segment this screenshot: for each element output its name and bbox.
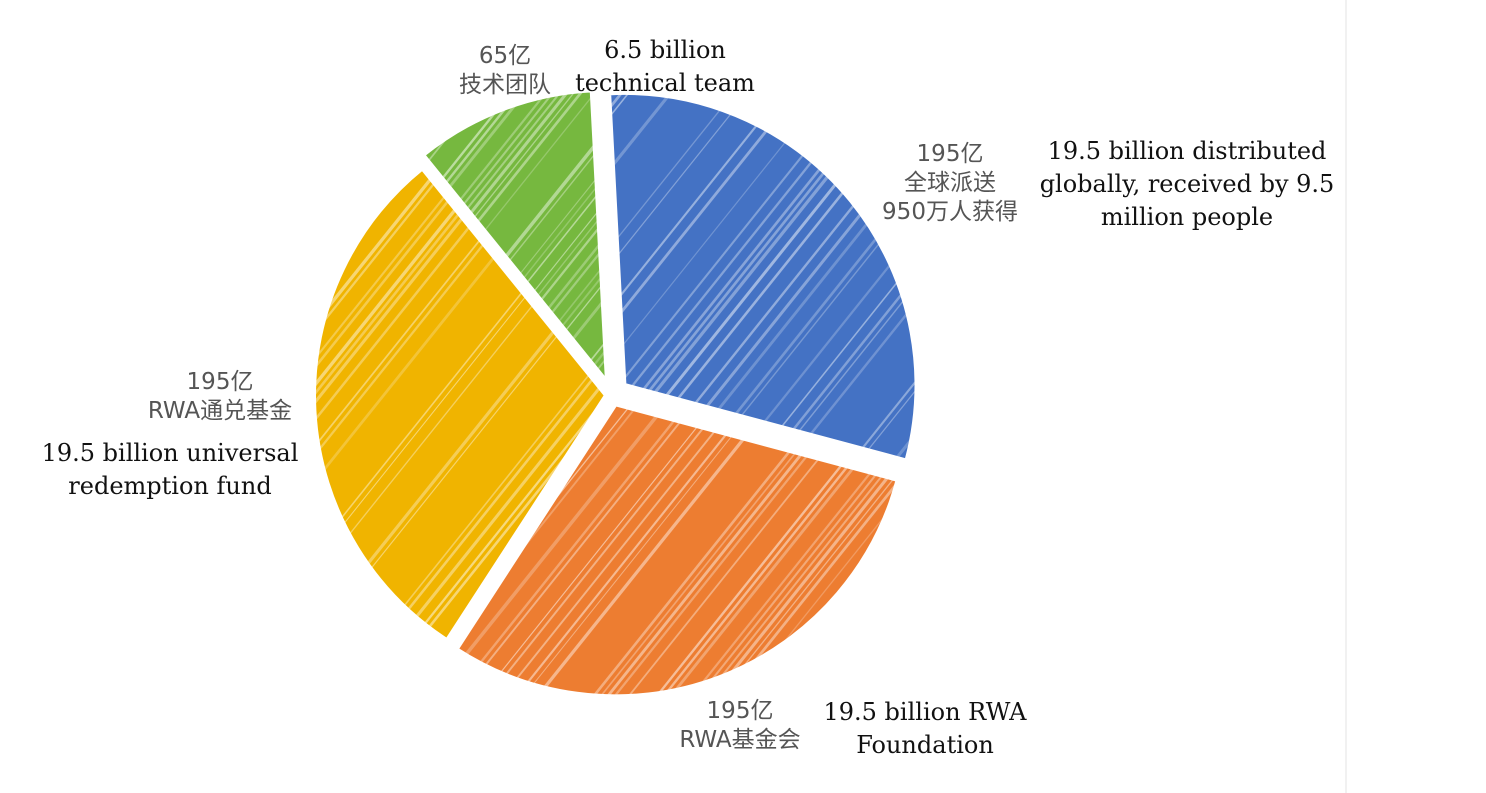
label-redemption-fund-zh: 195亿 RWA通兑基金 [120,368,320,426]
label-technical-team-en: 6.5 billion technical team [560,34,770,100]
label-technical-team-zh: 65亿 技术团队 [430,42,580,100]
translation-line: globally, received by 9.5 [1039,170,1335,198]
translation-line: 19.5 billion RWA [823,698,1027,726]
label-rwa-foundation-zh: 195亿 RWA基金会 [660,697,820,755]
pie-slices [312,88,919,699]
slice-outline [421,88,609,384]
slice-outline [607,90,919,463]
label-global-distribution-zh: 195亿 全球派送 950万人获得 [860,140,1040,227]
translation-line: Foundation [856,731,994,759]
category-label: 全球派送 [904,170,996,196]
value-label: 195亿 [186,369,254,395]
category-label: RWA通兑基金 [147,398,293,424]
translation-line: redemption fund [68,472,272,500]
slice-outline [454,402,900,699]
category-label: 950万人获得 [882,199,1018,225]
slice-fill [314,168,607,641]
category-label: RWA基金会 [679,727,801,753]
divider-line [1345,0,1347,793]
value-label: 195亿 [706,698,774,724]
slice-fill [456,404,898,697]
label-redemption-fund-en: 19.5 billion universal redemption fund [20,437,320,503]
translation-line: million people [1100,203,1274,231]
category-label: 技术团队 [459,72,551,98]
value-label: 65亿 [478,43,532,69]
translation-line: 19.5 billion distributed [1047,137,1327,165]
translation-line: 6.5 billion [604,36,726,64]
slice-global-distribution [607,90,919,463]
value-label: 195亿 [916,141,984,167]
slice-hatching [609,92,917,461]
label-global-distribution-en: 19.5 billion distributed globally, recei… [1028,135,1346,234]
label-rwa-foundation-en: 19.5 billion RWA Foundation [810,696,1040,762]
translation-line: 19.5 billion universal [41,439,299,467]
translation-line: technical team [575,69,755,97]
slice-outline [312,166,609,643]
